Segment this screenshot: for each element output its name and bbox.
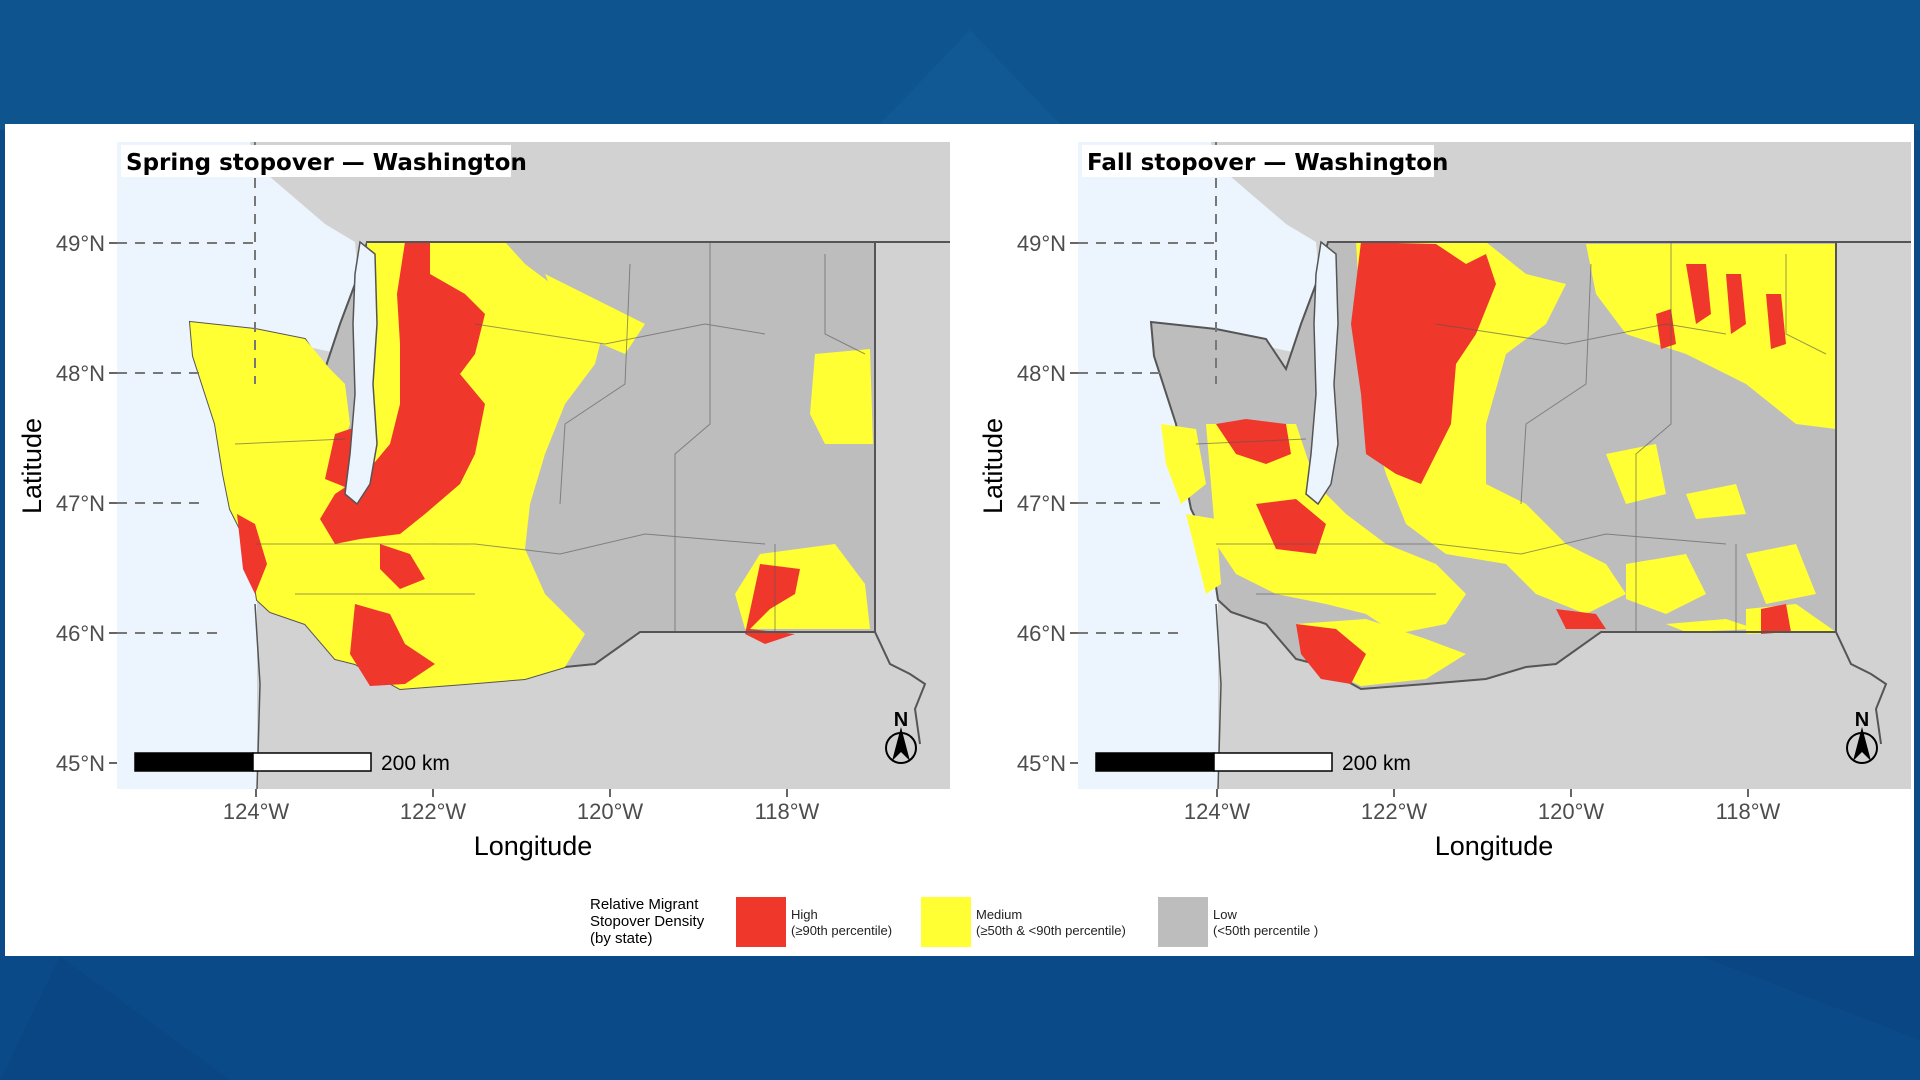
lon-tick-label: 120°W	[577, 799, 644, 824]
fall-high-main	[1351, 242, 1496, 484]
lat-tick-label: 49°N	[1017, 231, 1066, 256]
north-label: N	[1855, 709, 1869, 731]
spring-high-coast	[237, 514, 267, 594]
fall-map: Fall stopover — Washington 49°N 48°N 47°…	[978, 142, 1911, 861]
puget-sound	[1305, 240, 1339, 506]
legend-title: Relative Migrant Stopover Density (by st…	[590, 896, 705, 947]
lat-tick-label: 46°N	[1017, 621, 1066, 646]
lon-tick-label: 124°W	[1184, 799, 1251, 824]
spring-medium-ne	[545, 274, 645, 354]
legend-label-high: High (≥90th percentile)	[791, 907, 893, 938]
fall-high-ne-spots	[1656, 264, 1786, 349]
graticule	[117, 142, 256, 634]
puget-sound	[344, 240, 378, 506]
county-lines	[234, 242, 866, 632]
legend-label-medium: Medium (≥50th & <90th percentile)	[976, 907, 1126, 938]
lon-tick-label: 122°W	[400, 799, 467, 824]
north-label: N	[894, 709, 908, 731]
title-box	[1082, 145, 1434, 177]
spring-high-central	[380, 544, 425, 589]
x-axis-title: Longitude	[1435, 831, 1554, 861]
x-axis-title: Longitude	[474, 831, 593, 861]
map-title: Fall stopover — Washington	[1087, 150, 1448, 176]
scale-bar-label: 200 km	[381, 752, 450, 775]
fall-medium-spots	[1161, 424, 1816, 632]
figure-panel: Spring stopover — Washington 49°N 48°N 4…	[5, 124, 1914, 956]
legend-swatch-medium	[921, 897, 971, 947]
fall-medium-west	[1206, 424, 1466, 634]
legend: Relative Migrant Stopover Density (by st…	[590, 892, 1350, 952]
spring-medium-west	[190, 322, 585, 689]
lat-tick-label: 49°N	[56, 231, 105, 256]
spring-high-sw	[350, 604, 435, 686]
lat-tick-label: 47°N	[1017, 491, 1066, 516]
lat-tick-label: 48°N	[56, 361, 105, 386]
lat-tick-label: 45°N	[56, 751, 105, 776]
spring-high-main	[320, 242, 485, 544]
fall-medium-ne	[1586, 244, 1836, 429]
graticule	[1078, 142, 1217, 634]
scale-bar	[1095, 752, 1333, 772]
lon-tick-label: 120°W	[1538, 799, 1605, 824]
lat-tick-label: 46°N	[56, 621, 105, 646]
y-axis-title: Latitude	[978, 418, 1008, 514]
north-arrow-icon	[885, 727, 917, 764]
spring-high-se	[745, 564, 800, 644]
lat-tick-label: 45°N	[1017, 751, 1066, 776]
legend-label-low: Low (<50th percentile )	[1213, 907, 1319, 938]
y-axis-title: Latitude	[17, 418, 47, 514]
water	[117, 142, 365, 359]
lat-tick-label: 47°N	[56, 491, 105, 516]
water	[1078, 142, 1326, 359]
lon-tick-label: 118°W	[1716, 799, 1781, 824]
fall-high-central	[1256, 499, 1326, 554]
legend-swatch-high	[736, 897, 786, 947]
title-box	[121, 145, 511, 177]
spring-map: Spring stopover — Washington 49°N 48°N 4…	[17, 142, 950, 861]
scale-bar-label: 200 km	[1342, 752, 1411, 775]
lat-tick-label: 48°N	[1017, 361, 1066, 386]
map-title: Spring stopover — Washington	[126, 150, 527, 176]
county-lines	[1195, 242, 1827, 632]
scale-bar	[134, 752, 372, 772]
north-arrow-icon	[1846, 727, 1878, 764]
lon-tick-label: 124°W	[223, 799, 290, 824]
lon-tick-label: 118°W	[755, 799, 820, 824]
fall-high-sw	[1296, 624, 1366, 684]
legend-swatch-low	[1158, 897, 1208, 947]
lon-tick-label: 122°W	[1361, 799, 1428, 824]
spring-medium-e	[810, 349, 873, 444]
